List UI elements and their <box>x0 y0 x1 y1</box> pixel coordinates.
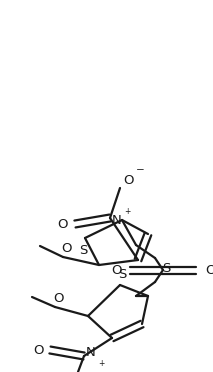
Text: N: N <box>86 346 96 359</box>
Text: +: + <box>98 359 104 368</box>
Text: +: + <box>124 206 130 215</box>
Text: S: S <box>79 244 87 257</box>
Text: O: O <box>111 263 121 276</box>
Text: O: O <box>58 218 68 231</box>
Text: O: O <box>33 343 43 356</box>
Text: −: − <box>136 165 144 175</box>
Text: O: O <box>53 292 63 305</box>
Text: S: S <box>162 263 170 276</box>
Text: O: O <box>61 241 71 254</box>
Text: O: O <box>123 173 133 186</box>
Text: O: O <box>205 263 213 276</box>
Text: N: N <box>112 215 122 228</box>
Text: S: S <box>118 269 126 282</box>
